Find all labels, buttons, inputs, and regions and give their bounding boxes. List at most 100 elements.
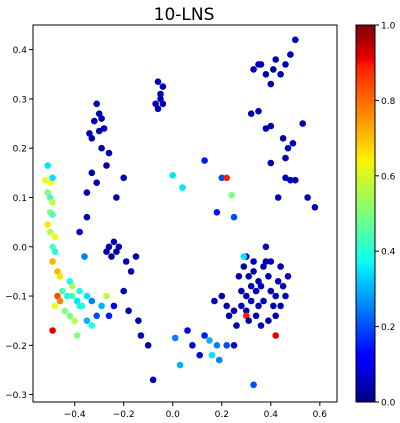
data-point xyxy=(135,317,142,325)
data-point xyxy=(262,71,270,78)
data-point xyxy=(201,157,208,164)
data-point xyxy=(230,307,238,315)
data-point xyxy=(49,199,56,206)
x-tick-label: −0.2 xyxy=(113,410,135,420)
colorbar-tick-label: 0.6 xyxy=(381,172,396,182)
data-point xyxy=(66,312,74,320)
data-point xyxy=(49,258,56,265)
data-point xyxy=(277,263,284,270)
data-point xyxy=(262,258,270,265)
data-point xyxy=(83,213,91,221)
data-point xyxy=(252,287,260,295)
data-point xyxy=(49,211,56,218)
data-point xyxy=(243,307,250,315)
data-point xyxy=(240,253,248,260)
data-point xyxy=(250,66,257,73)
data-point xyxy=(76,302,83,310)
data-point xyxy=(88,297,96,305)
data-point xyxy=(235,273,243,280)
x-tick-label: −0.4 xyxy=(64,410,86,420)
data-point xyxy=(56,273,64,280)
data-point xyxy=(243,312,250,320)
data-point xyxy=(267,287,275,295)
data-point xyxy=(292,176,299,184)
data-point xyxy=(274,194,282,201)
data-point xyxy=(252,312,260,320)
data-point xyxy=(272,292,280,300)
data-point xyxy=(243,292,250,300)
data-point xyxy=(108,253,115,260)
data-point xyxy=(270,66,277,73)
data-point xyxy=(279,135,287,142)
data-point xyxy=(255,107,262,115)
data-point xyxy=(255,302,262,310)
data-point xyxy=(284,144,292,152)
data-point xyxy=(223,302,230,310)
data-point xyxy=(216,356,223,364)
data-point xyxy=(250,258,257,265)
data-point xyxy=(88,169,96,177)
data-point xyxy=(49,327,56,334)
data-point xyxy=(103,162,110,169)
data-point xyxy=(86,130,93,137)
data-point xyxy=(250,268,257,275)
data-point xyxy=(311,204,319,211)
chart-title: 10-LNS xyxy=(154,5,215,25)
data-point xyxy=(274,278,282,285)
plot-frame xyxy=(32,24,338,403)
data-point xyxy=(88,322,96,329)
data-point xyxy=(95,110,103,117)
data-point xyxy=(71,317,78,325)
data-point xyxy=(103,292,110,300)
data-point xyxy=(113,248,120,255)
data-point xyxy=(59,287,66,295)
data-point xyxy=(49,243,56,251)
colorbar xyxy=(355,24,376,403)
data-point xyxy=(66,278,74,285)
data-point xyxy=(225,312,233,320)
data-point xyxy=(282,61,289,68)
data-point xyxy=(95,127,103,135)
data-point xyxy=(171,334,179,342)
data-point xyxy=(304,194,311,201)
data-point xyxy=(44,162,51,169)
data-point xyxy=(46,194,54,201)
data-point xyxy=(56,297,64,305)
data-point xyxy=(61,307,69,315)
data-point xyxy=(299,120,307,127)
data-point xyxy=(201,332,208,339)
data-point xyxy=(282,174,289,182)
data-point xyxy=(98,144,105,152)
data-point xyxy=(73,297,81,305)
data-point xyxy=(213,342,221,349)
data-point xyxy=(105,243,113,251)
data-point xyxy=(257,282,265,290)
data-point xyxy=(83,292,91,300)
data-point xyxy=(255,278,262,285)
data-point xyxy=(120,287,127,295)
y-tick-label: −0.1 xyxy=(5,293,27,303)
data-point xyxy=(125,307,132,315)
data-point xyxy=(262,125,270,132)
data-point xyxy=(98,115,105,122)
data-point xyxy=(51,233,59,241)
data-points xyxy=(42,36,319,389)
x-axis: −0.4 −0.2 0.0 0.2 0.4 0.6 xyxy=(64,402,327,420)
data-point xyxy=(282,292,289,300)
data-point xyxy=(245,317,252,325)
data-point xyxy=(292,36,299,44)
data-point xyxy=(83,189,91,196)
data-point xyxy=(247,282,255,290)
data-point xyxy=(238,287,245,295)
data-point xyxy=(228,191,235,199)
data-point xyxy=(270,302,277,310)
data-point xyxy=(247,110,255,117)
data-point xyxy=(152,100,159,108)
colorbar-tick-label: 0.4 xyxy=(381,248,396,258)
data-point xyxy=(49,174,56,182)
data-point xyxy=(196,351,203,359)
colorbar-tick-label: 1.0 xyxy=(381,22,396,32)
data-point xyxy=(272,332,280,339)
y-axis: −0.3 −0.2 −0.1 0.0 0.1 0.2 0.3 0.4 xyxy=(5,46,33,401)
data-point xyxy=(132,253,140,260)
